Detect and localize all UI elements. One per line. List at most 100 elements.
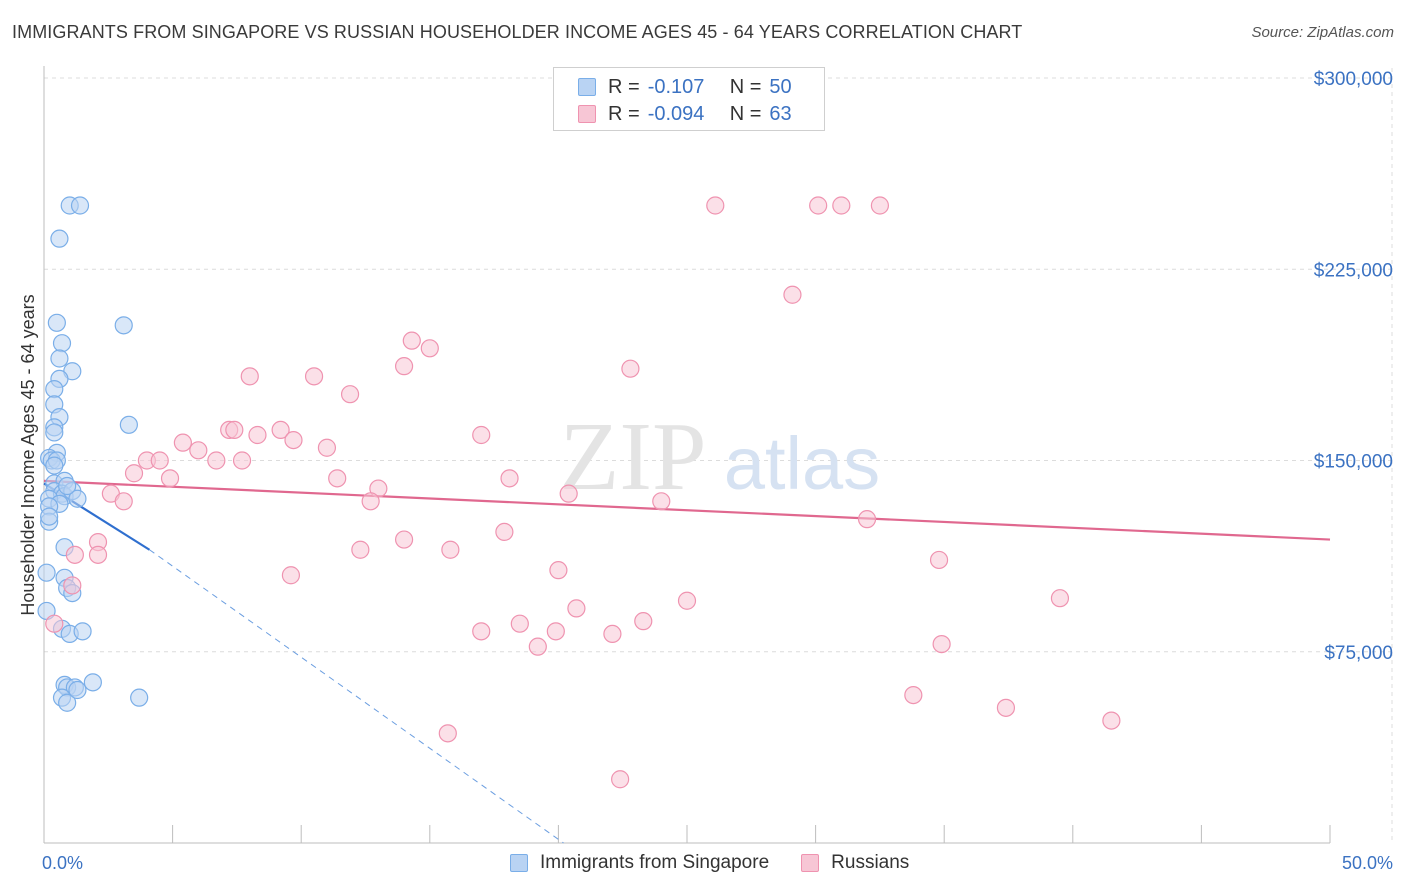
russians-point xyxy=(441,540,460,559)
russians-trend-line xyxy=(43,479,1331,541)
data-points xyxy=(37,196,1121,789)
singapore-point xyxy=(37,563,56,582)
russians-point xyxy=(63,576,82,595)
watermark-atlas: atlas xyxy=(724,422,880,505)
russians-point xyxy=(832,196,851,215)
correlation-legend: R = -0.107 N = 50 R = -0.094 N = 63 xyxy=(553,67,825,131)
legend-item-singapore: Immigrants from Singapore xyxy=(510,852,769,874)
trend-lines xyxy=(43,479,1331,844)
russians-legend-label: Russians xyxy=(831,852,910,873)
russians-point xyxy=(652,492,671,511)
russians-point xyxy=(45,614,64,633)
russians-point xyxy=(510,614,529,633)
russians-point xyxy=(929,550,949,570)
russians-point xyxy=(240,367,259,386)
russians-point xyxy=(495,522,514,542)
singapore-point xyxy=(70,196,90,215)
y-tick-label: $300,000 xyxy=(1314,69,1393,90)
russians-point xyxy=(500,469,519,488)
singapore-n-value: 50 xyxy=(769,75,792,98)
russians-point xyxy=(248,425,267,445)
n-label: N = xyxy=(729,75,762,98)
x-tick-label-min: 0.0% xyxy=(42,853,83,873)
russians-point xyxy=(340,385,360,404)
singapore-point xyxy=(114,316,133,335)
legend-item-russians: Russians xyxy=(801,852,909,874)
singapore-point xyxy=(50,229,69,248)
russians-point xyxy=(328,469,347,488)
singapore-point xyxy=(68,489,87,508)
russians-point xyxy=(996,698,1016,717)
russians-point xyxy=(232,451,252,470)
russians-point xyxy=(546,622,565,641)
russians-point xyxy=(870,196,890,215)
singapore-legend-swatch xyxy=(510,854,528,872)
russians-point xyxy=(189,441,208,460)
russians-point xyxy=(284,431,303,450)
watermark-zip: ZIP xyxy=(560,403,707,511)
tick-labels: $75,000 $150,000 $225,000 $300,000 0.0% 50.0% xyxy=(42,69,1393,873)
series-legend: Immigrants from Singapore Russians xyxy=(510,852,941,874)
r-label: R = xyxy=(608,102,640,125)
gridlines xyxy=(44,68,1393,843)
russians-point xyxy=(549,561,568,580)
y-tick-label: $150,000 xyxy=(1314,452,1393,473)
source-credit: Source: ZipAtlas.com xyxy=(1251,24,1394,41)
n-label: N = xyxy=(729,102,762,125)
russians-point xyxy=(420,339,439,358)
russians-point xyxy=(559,484,578,503)
singapore-point xyxy=(45,380,64,399)
russians-point xyxy=(394,530,414,549)
russians-point xyxy=(225,420,244,439)
russians-point xyxy=(1102,711,1121,730)
russians-point xyxy=(567,599,586,618)
russians-point xyxy=(677,591,697,610)
russians-n-value: 63 xyxy=(769,102,792,125)
russians-point xyxy=(706,196,725,215)
singapore-point xyxy=(45,456,64,475)
x-tick-label-max: 50.0% xyxy=(1342,853,1393,873)
russians-point xyxy=(304,367,324,386)
russians-point xyxy=(472,425,491,445)
russians-point xyxy=(783,285,802,304)
russians-point xyxy=(809,196,828,215)
russians-point xyxy=(438,724,457,743)
watermark: ZIP atlas xyxy=(560,403,881,511)
russians-point xyxy=(402,331,421,350)
russians-legend-swatch xyxy=(801,854,820,872)
singapore-point xyxy=(58,693,77,712)
singapore-point xyxy=(130,688,149,707)
russians-point xyxy=(528,637,547,656)
y-axis-label: Householder Income Ages 45 - 64 years xyxy=(18,294,38,615)
singapore-point xyxy=(47,313,66,332)
legend-row-singapore: R = -0.107 N = 50 xyxy=(578,74,792,100)
russians-point xyxy=(271,420,290,439)
russians-point xyxy=(857,510,877,529)
singapore-swatch xyxy=(578,78,596,96)
russians-point xyxy=(1050,589,1070,608)
russians-r-value: -0.094 xyxy=(647,102,705,125)
y-tick-label: $75,000 xyxy=(1324,643,1393,664)
russians-point xyxy=(114,492,133,511)
russians-point xyxy=(394,357,414,376)
russians-point xyxy=(173,433,192,452)
singapore-point xyxy=(50,349,69,368)
russians-point xyxy=(150,451,169,470)
russians-point xyxy=(603,624,622,644)
russians-point xyxy=(932,634,951,654)
singapore-point xyxy=(45,423,64,442)
singapore-r-value: -0.107 xyxy=(647,75,705,98)
russians-point xyxy=(621,359,640,378)
russians-point xyxy=(88,545,108,564)
russians-point xyxy=(281,566,301,585)
singapore-trend-extension xyxy=(149,549,564,844)
russians-swatch xyxy=(578,105,596,123)
singapore-point xyxy=(73,622,92,641)
russians-point xyxy=(634,612,653,631)
russians-point xyxy=(124,464,144,483)
russians-point xyxy=(361,492,380,511)
singapore-point xyxy=(68,680,87,700)
russians-point xyxy=(904,685,923,705)
singapore-point xyxy=(119,415,138,434)
